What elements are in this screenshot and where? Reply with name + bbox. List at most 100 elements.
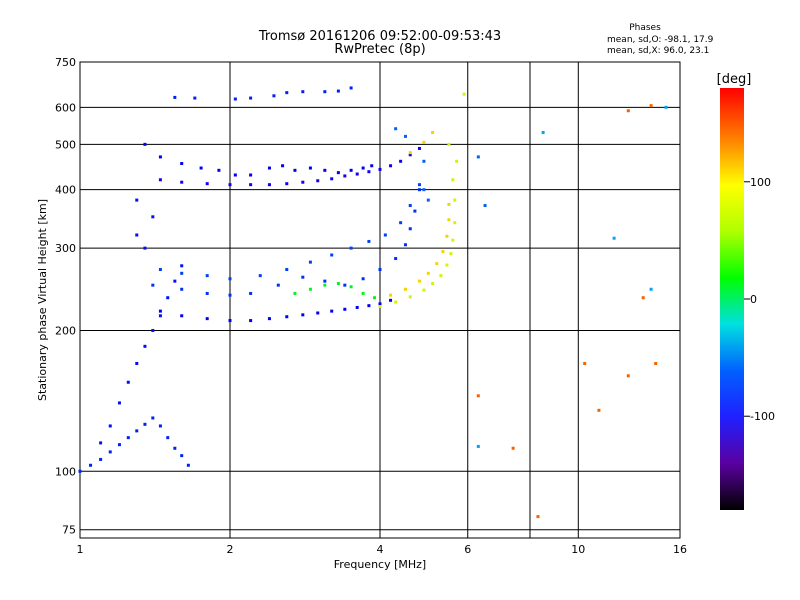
data-point-6-13 xyxy=(408,227,412,231)
y-tick-label-2: 200 xyxy=(55,324,76,337)
data-point-9-11 xyxy=(431,131,435,135)
data-point-12-1 xyxy=(511,446,515,450)
data-point-2-15 xyxy=(399,159,403,163)
data-point-5-3 xyxy=(228,319,232,323)
data-point-7-3 xyxy=(228,277,232,281)
data-point-5-2 xyxy=(205,317,209,321)
data-point-0-9 xyxy=(349,86,353,90)
data-point-4-12 xyxy=(180,454,184,458)
data-point-2-1 xyxy=(180,180,184,184)
data-point-8-8 xyxy=(451,238,455,242)
data-point-4-3 xyxy=(108,450,112,454)
data-point-3-4 xyxy=(135,361,139,365)
data-point-9-10 xyxy=(422,140,426,144)
y-tick-label-7: 750 xyxy=(55,56,76,69)
y-tick-label-0: 75 xyxy=(62,524,76,537)
data-point-6-11 xyxy=(394,257,398,261)
data-point-1-9 xyxy=(293,168,297,172)
data-point-7-1 xyxy=(180,271,184,275)
data-point-5-7 xyxy=(301,313,305,317)
data-point-1-15 xyxy=(370,164,374,168)
data-point-9-3 xyxy=(426,271,430,275)
data-point-4-4 xyxy=(117,443,121,447)
data-point-1-6 xyxy=(249,173,253,177)
data-point-5-12 xyxy=(367,304,371,308)
data-point-3-9 xyxy=(173,279,177,283)
data-point-2-3 xyxy=(228,183,232,187)
y-tick-label-3: 300 xyxy=(55,242,76,255)
data-point-2-13 xyxy=(378,167,382,171)
data-point-6-0 xyxy=(151,283,155,287)
data-point-6-6 xyxy=(301,275,305,279)
data-point-2-0 xyxy=(158,178,162,182)
data-point-3-10 xyxy=(180,264,184,268)
data-point-4-8 xyxy=(151,416,155,420)
data-point-9-9 xyxy=(408,151,412,155)
data-point-6-4 xyxy=(249,291,253,295)
data-point-10-3 xyxy=(336,282,340,286)
data-point-5-4 xyxy=(249,319,253,323)
data-point-11-6 xyxy=(483,204,487,208)
data-point-3-0 xyxy=(99,441,103,445)
y-tick-label-1: 100 xyxy=(55,465,76,478)
data-point-13-1 xyxy=(541,131,545,135)
data-point-7-6 xyxy=(308,260,312,264)
data-point-12-6 xyxy=(654,361,658,365)
data-point-12-3 xyxy=(583,361,587,365)
data-point-12-9 xyxy=(649,104,653,108)
data-point-13-0 xyxy=(476,444,480,448)
x-axis-ticks: 1 2 4 6 10 16 xyxy=(77,543,688,556)
colorbar-ticks: 100 0 -100 xyxy=(744,176,775,423)
data-point-8-5 xyxy=(439,274,443,278)
data-point-1-11 xyxy=(323,168,327,172)
data-point-0-6 xyxy=(301,90,305,94)
data-point-2-10 xyxy=(343,174,347,178)
data-point-3-3 xyxy=(126,380,130,384)
data-point-7-13 xyxy=(417,183,421,187)
data-point-13-3 xyxy=(649,287,653,291)
data-point-2-14 xyxy=(389,164,393,168)
data-point-4-10 xyxy=(166,436,170,440)
data-point-7-7 xyxy=(330,253,334,257)
data-point-2-7 xyxy=(301,180,305,184)
data-point-7-11 xyxy=(399,221,403,225)
data-point-3-1 xyxy=(108,424,112,428)
data-point-11-0 xyxy=(403,134,407,138)
x-tick-label-1: 2 xyxy=(227,543,234,556)
data-point-5-10 xyxy=(343,307,347,311)
data-point-3-11 xyxy=(143,246,147,250)
data-point-8-7 xyxy=(449,252,453,256)
data-point-3-8 xyxy=(166,296,170,300)
data-point-8-6 xyxy=(445,263,449,267)
data-point-9-7 xyxy=(447,218,451,222)
data-point-9-8 xyxy=(447,202,451,206)
y-tick-label-4: 400 xyxy=(55,184,76,197)
colorbar xyxy=(720,88,744,510)
data-point-10-1 xyxy=(308,287,312,291)
data-point-12-4 xyxy=(597,408,601,412)
data-point-6-8 xyxy=(343,283,347,287)
data-point-5-11 xyxy=(355,305,359,309)
data-point-7-2 xyxy=(205,274,209,278)
data-point-5-9 xyxy=(330,309,334,313)
data-point-10-6 xyxy=(373,296,377,300)
data-point-3-2 xyxy=(117,401,121,405)
data-point-8-2 xyxy=(408,295,412,299)
data-point-0-4 xyxy=(272,94,276,98)
x-tick-label-0: 1 xyxy=(77,543,84,556)
data-point-2-6 xyxy=(285,182,289,186)
data-point-6-15 xyxy=(417,188,421,192)
colorbar-tick-label-2: -100 xyxy=(750,410,775,423)
data-point-1-7 xyxy=(267,166,271,170)
data-point-4-2 xyxy=(99,457,103,461)
data-point-0-2 xyxy=(233,97,237,101)
y-tick-label-5: 500 xyxy=(55,138,76,151)
data-point-10-0 xyxy=(293,291,297,295)
data-point-13-2 xyxy=(612,236,616,240)
data-point-5-14 xyxy=(389,298,393,302)
data-point-2-8 xyxy=(316,179,320,183)
data-point-8-9 xyxy=(453,221,457,225)
data-point-4-9 xyxy=(158,424,162,428)
data-point-3-12 xyxy=(135,233,139,237)
